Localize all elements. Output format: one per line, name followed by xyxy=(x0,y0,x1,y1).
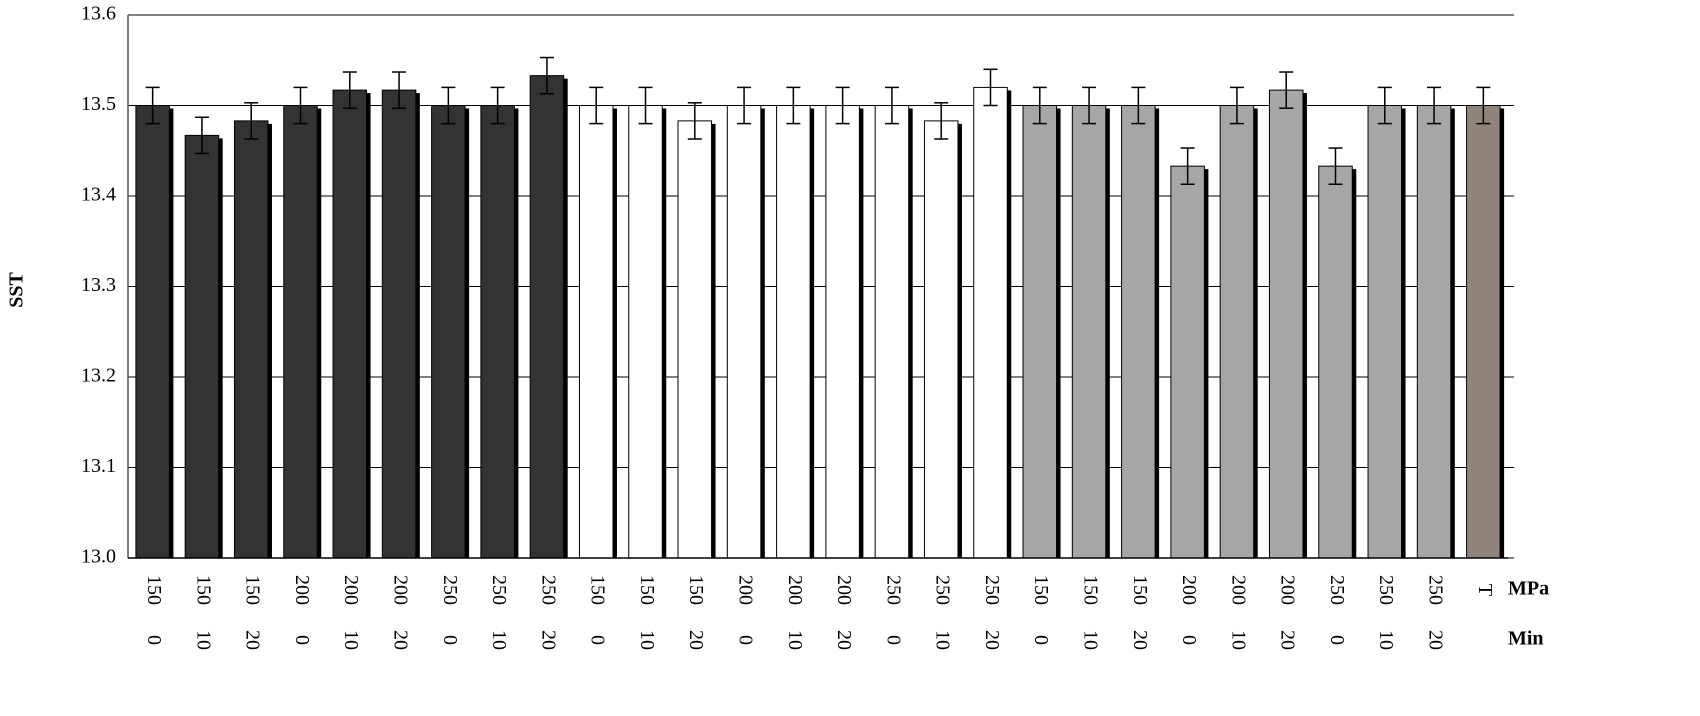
bar xyxy=(529,75,565,559)
bar xyxy=(233,120,269,559)
x-tick-label: 200 xyxy=(340,575,362,605)
y-tick-label: 13.3 xyxy=(81,274,116,296)
bar xyxy=(825,105,860,559)
x-tick-label: 250 xyxy=(1326,575,1348,605)
x-tick-label: 10 xyxy=(1079,630,1101,650)
x-tick-label: 150 xyxy=(587,575,609,605)
y-tick-label: 13.4 xyxy=(81,184,116,206)
bar xyxy=(1219,105,1255,559)
x-tick-label: 0 xyxy=(143,635,165,645)
bar xyxy=(1466,105,1501,559)
bar xyxy=(677,120,713,559)
x-tick-label: 150 xyxy=(685,575,707,605)
x-tick-label: 200 xyxy=(389,575,411,605)
x-tick-label: 200 xyxy=(291,575,313,605)
x-tick-label: 0 xyxy=(1030,635,1052,645)
bar xyxy=(973,86,1008,559)
x-tick-label: T xyxy=(1474,584,1496,596)
y-tick-label: 13.0 xyxy=(81,546,116,568)
x-tick-label: 250 xyxy=(932,575,954,605)
bar xyxy=(1121,105,1156,559)
x-tick-label: 200 xyxy=(1178,575,1200,605)
bar xyxy=(874,105,910,559)
bar xyxy=(1022,105,1058,559)
x-tick-label: 200 xyxy=(1227,575,1249,605)
x-tick-label: 250 xyxy=(1424,575,1446,605)
bar xyxy=(1071,105,1107,559)
x-tick-label: 0 xyxy=(734,635,756,645)
x-tick-label: 20 xyxy=(1424,630,1446,650)
y-axis-label: SST xyxy=(6,272,28,308)
x-tick-label: 0 xyxy=(291,635,313,645)
bar xyxy=(1318,165,1353,559)
x-tick-label: 250 xyxy=(1375,575,1397,605)
x-tick-label: 200 xyxy=(784,575,806,605)
x-tick-label: 250 xyxy=(439,575,461,605)
x-tick-label: 150 xyxy=(143,575,165,605)
bar xyxy=(923,120,959,559)
y-tick-label: 13.2 xyxy=(81,365,116,387)
x-tick-label: 20 xyxy=(1277,630,1299,650)
x-tick-label: 200 xyxy=(833,575,855,605)
x-tick-label: 20 xyxy=(537,630,559,650)
bar xyxy=(480,105,515,559)
x-tick-label: 10 xyxy=(1375,630,1397,650)
x-tick-label: 20 xyxy=(1129,630,1151,650)
x-tick-label: 10 xyxy=(636,630,658,650)
x-tick-label: 10 xyxy=(1227,630,1249,650)
x-tick-label: 10 xyxy=(932,630,954,650)
x-tick-label: 150 xyxy=(1079,575,1101,605)
x-tick-label: 0 xyxy=(587,635,609,645)
x-tick-label: 20 xyxy=(833,630,855,650)
bar xyxy=(1170,165,1205,559)
x-tick-label: 0 xyxy=(1326,635,1348,645)
x-tick-label: 10 xyxy=(192,630,214,650)
x-tick-label: 10 xyxy=(488,630,510,650)
row-label: Min xyxy=(1508,628,1544,650)
bar xyxy=(628,105,663,559)
bar xyxy=(431,105,466,559)
bar xyxy=(776,105,811,559)
x-tick-label: 0 xyxy=(882,635,904,645)
y-tick-label: 13.5 xyxy=(81,93,116,115)
x-tick-label: 20 xyxy=(981,630,1003,650)
x-tick-label: 10 xyxy=(340,630,362,650)
x-tick-label: 150 xyxy=(242,575,264,605)
x-tick-label: 20 xyxy=(242,630,264,650)
bar xyxy=(381,89,417,559)
x-tick-label: 0 xyxy=(439,635,461,645)
bar xyxy=(726,105,762,559)
x-tick-label: 250 xyxy=(981,575,1003,605)
y-tick-label: 13.6 xyxy=(81,3,116,25)
bar xyxy=(184,134,220,559)
x-tick-label: 20 xyxy=(685,630,707,650)
x-tick-label: 250 xyxy=(882,575,904,605)
row-label: MPa xyxy=(1508,578,1549,600)
x-tick-label: 150 xyxy=(192,575,214,605)
bar xyxy=(1268,89,1304,559)
bar xyxy=(283,105,318,559)
x-tick-label: 150 xyxy=(1030,575,1052,605)
bar xyxy=(135,105,170,559)
bar xyxy=(1416,105,1452,559)
bar xyxy=(1367,105,1403,559)
x-tick-label: 10 xyxy=(784,630,806,650)
x-tick-label: 0 xyxy=(1178,635,1200,645)
x-tick-label: 150 xyxy=(1129,575,1151,605)
x-tick-label: 250 xyxy=(537,575,559,605)
x-tick-label: 20 xyxy=(389,630,411,650)
x-tick-label: 200 xyxy=(734,575,756,605)
bar xyxy=(332,89,368,559)
x-tick-label: 250 xyxy=(488,575,510,605)
bar xyxy=(578,105,614,559)
x-tick-label: 200 xyxy=(1277,575,1299,605)
y-tick-label: 13.1 xyxy=(81,455,116,477)
x-tick-label: 150 xyxy=(636,575,658,605)
